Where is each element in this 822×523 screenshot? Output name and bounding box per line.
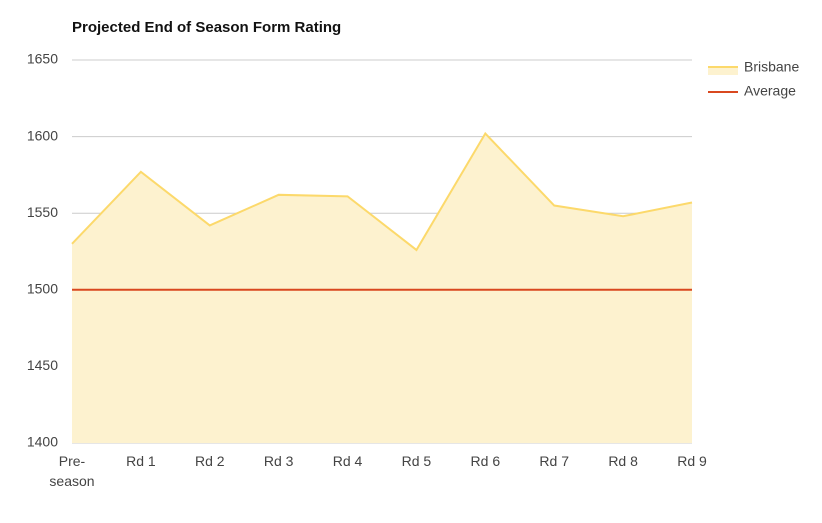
- x-tick-label: Rd 4: [332, 453, 363, 469]
- y-tick-label: 1650: [27, 51, 58, 67]
- y-tick-label: 1550: [27, 204, 58, 220]
- x-tick-label: Rd 3: [263, 453, 294, 469]
- x-tick-label: Rd 8: [608, 453, 638, 469]
- area-line: [71, 131, 693, 252]
- y-tick-label: 1450: [27, 357, 58, 373]
- x-tick-label: Rd 5: [401, 453, 432, 469]
- legend-label: Average: [744, 83, 796, 99]
- y-tick-label: 1500: [27, 281, 58, 297]
- x-tick-label: Pre-season: [49, 453, 95, 489]
- y-tick-label: 1400: [27, 434, 58, 450]
- x-tick-label: Rd 9: [677, 453, 707, 469]
- chart-title: Projected End of Season Form Rating: [72, 19, 341, 36]
- x-tick-label: Rd 2: [194, 453, 225, 469]
- y-tick-label: 1600: [27, 127, 58, 143]
- area-fill: [72, 133, 692, 443]
- legend-swatch: [708, 67, 738, 75]
- x-tick-label: Rd 7: [539, 453, 569, 469]
- x-tick-label: Rd 6: [470, 453, 501, 469]
- legend-label: Brisbane: [744, 59, 799, 75]
- x-tick-label: Rd 1: [126, 453, 156, 469]
